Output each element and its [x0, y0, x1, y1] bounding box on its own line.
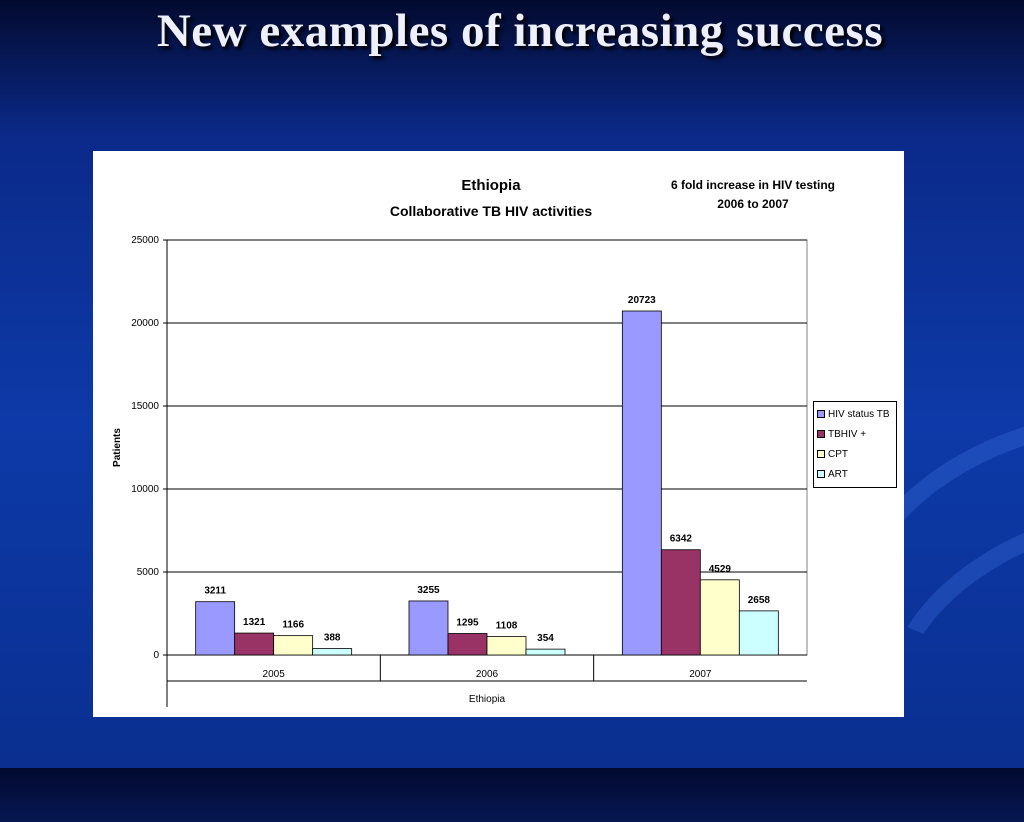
legend-label: HIV status TB: [828, 408, 890, 420]
annotation-line: 6 fold increase in HIV testing: [670, 178, 836, 192]
data-label: 354: [537, 633, 554, 644]
slide-title: New examples of increasing success: [156, 5, 884, 57]
legend-label: ART: [828, 468, 848, 480]
chart-legend: HIV status TB TBHIV + CPT ART: [813, 401, 897, 488]
legend-item: TBHIV +: [814, 424, 896, 444]
data-label: 20723: [628, 295, 656, 306]
data-label: 1108: [496, 621, 518, 632]
bar: [738, 610, 779, 656]
bar: [273, 635, 314, 656]
legend-item: CPT: [814, 444, 896, 464]
y-tick-label: 5000: [137, 567, 160, 578]
y-tick-label: 20000: [131, 318, 159, 329]
x-tick-label: 2006: [476, 669, 499, 680]
legend-item: HIV status TB: [814, 404, 896, 424]
legend-label: CPT: [828, 448, 848, 460]
bar: [447, 633, 488, 656]
y-tick-label: 15000: [131, 401, 159, 412]
legend-swatch: [817, 430, 825, 438]
data-label: 1321: [243, 617, 266, 628]
x-tick-label: 2007: [689, 669, 712, 680]
bar: [408, 600, 449, 656]
data-label: 3211: [204, 586, 226, 597]
bar: [621, 310, 662, 656]
bar: [486, 636, 527, 656]
y-tick-label: 25000: [131, 235, 159, 246]
legend-item: ART: [814, 464, 896, 484]
bar: [312, 648, 353, 656]
legend-swatch: [817, 410, 825, 418]
x-tick-label: 2005: [263, 669, 286, 680]
bar: [699, 579, 740, 656]
bar: [195, 601, 236, 656]
y-tick-label: 0: [153, 650, 159, 661]
chart-annotation: 6 fold increase in HIV testing 2006 to 2…: [648, 176, 858, 214]
bar: [660, 549, 701, 656]
y-axis-title: Patients: [112, 428, 123, 467]
legend-swatch: [817, 470, 825, 478]
y-tick-label: 10000: [131, 484, 159, 495]
annotation-line: 2006 to 2007: [717, 197, 789, 211]
x-axis-title: Ethiopia: [469, 694, 506, 705]
data-label: 2658: [748, 595, 771, 606]
bar: [234, 632, 275, 656]
chart-panel: 0 5000 10000 15000 20000 25000 2005 2006 2007 Eth…: [93, 151, 904, 717]
data-label: 3255: [417, 585, 440, 596]
data-label: 6342: [670, 534, 693, 545]
data-label: 4529: [709, 564, 732, 575]
legend-label: TBHIV +: [828, 428, 867, 440]
bar-chart: 0 5000 10000 15000 20000 25000 2005 2006 2007 Eth…: [112, 235, 808, 707]
bar: [525, 648, 566, 656]
data-label: 1295: [456, 618, 479, 629]
chart-title: Ethiopia: [461, 177, 521, 194]
data-label: 1166: [282, 620, 304, 631]
data-label: 388: [324, 633, 341, 644]
chart-subtitle: Collaborative TB HIV activities: [389, 203, 593, 219]
legend-swatch: [817, 450, 825, 458]
